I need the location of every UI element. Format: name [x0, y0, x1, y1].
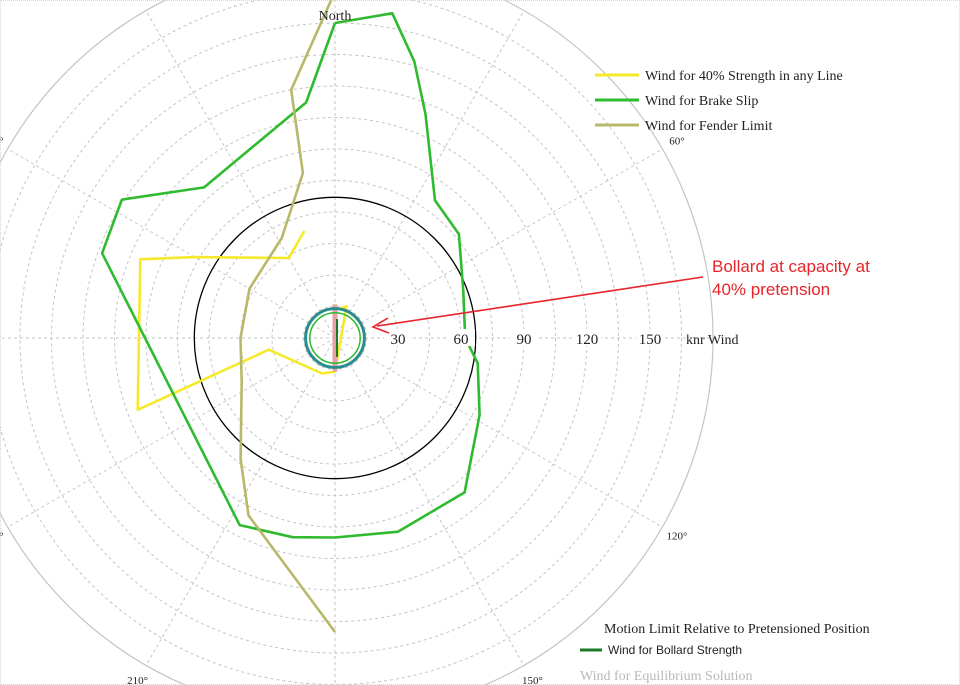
bollard-inner-circle — [309, 312, 361, 364]
angle-tick-label: 60° — [669, 136, 684, 148]
radial-tick-labels: 30 60 90 120 150 — [384, 329, 664, 348]
radial-label-bg — [447, 329, 475, 346]
polar-spoke — [334, 337, 663, 528]
angle-tick-label: 210° — [127, 675, 148, 685]
annotation-arrow-line — [376, 276, 704, 327]
polar-spoke — [7, 148, 336, 339]
bollard-pink-bar — [332, 304, 338, 372]
reference-circle — [193, 196, 477, 480]
series-line-2 — [100, 12, 481, 539]
polar-spoke — [145, 10, 336, 339]
angle-tick-label: 120° — [666, 530, 687, 542]
radial-label-bg — [636, 329, 664, 346]
radial-label-bg — [384, 329, 412, 346]
polar-spoke — [334, 10, 525, 339]
annotation-arrow-head — [371, 317, 390, 334]
angle-tick-label: 240° — [0, 530, 4, 542]
radial-label-bg — [510, 329, 538, 346]
polar-ring — [0, 0, 682, 685]
equilibrium-label: Wind for Equilibrium Solution — [580, 669, 752, 684]
series-lines — [100, 0, 481, 633]
polar-ring — [114, 117, 556, 559]
legend-label-3: Wind for Fender Limit — [645, 119, 772, 134]
radial-unit-label: knr Wind — [686, 333, 738, 348]
annotation: Bollard at capacity at 40% pretension — [371, 257, 870, 334]
radial-tick-label: 30 — [391, 332, 406, 348]
footer: Motion Limit Relative to Pretensioned Po… — [580, 622, 870, 684]
north-label: North — [319, 9, 352, 24]
angle-tick-label: 330° — [127, 0, 148, 3]
footer-title: Motion Limit Relative to Pretensioned Po… — [604, 622, 870, 637]
annotation-line-2: 40% pretension — [712, 280, 830, 299]
bollard-outer-circle — [304, 307, 366, 369]
radial-tick-label: 90 — [517, 332, 532, 348]
reference-circle-group — [193, 196, 477, 480]
polar-spoke — [145, 337, 336, 666]
angle-tick-label: 30° — [525, 0, 540, 3]
radial-tick-label: 60 — [454, 332, 469, 348]
bollard-marker — [304, 304, 366, 372]
legend: Wind for 40% Strength in any Line Wind fo… — [595, 69, 843, 134]
annotation-line-1: Bollard at capacity at — [712, 257, 870, 276]
polar-spoke — [7, 337, 336, 528]
series-line-1 — [136, 230, 348, 412]
polar-spoke — [334, 337, 525, 666]
polar-grid — [0, 0, 714, 685]
radial-tick-label: 120 — [576, 332, 599, 348]
polar-ring — [0, 0, 714, 685]
polar-spoke — [334, 148, 663, 339]
series-line-3 — [239, 0, 337, 633]
radial-tick-label: 150 — [639, 332, 662, 348]
angle-tick-label: 150° — [522, 675, 543, 685]
polar-spokes — [0, 0, 713, 685]
legend-label-1: Wind for 40% Strength in any Line — [645, 69, 843, 84]
bollard-series-label: Wind for Bollard Strength — [608, 643, 742, 657]
angle-labels: 30° 60° 120° 150° 210° 240° 300° 330° — [0, 0, 687, 685]
radial-label-bg — [573, 329, 601, 346]
legend-label-2: Wind for Brake Slip — [645, 94, 758, 109]
angle-tick-label: 300° — [0, 136, 4, 148]
